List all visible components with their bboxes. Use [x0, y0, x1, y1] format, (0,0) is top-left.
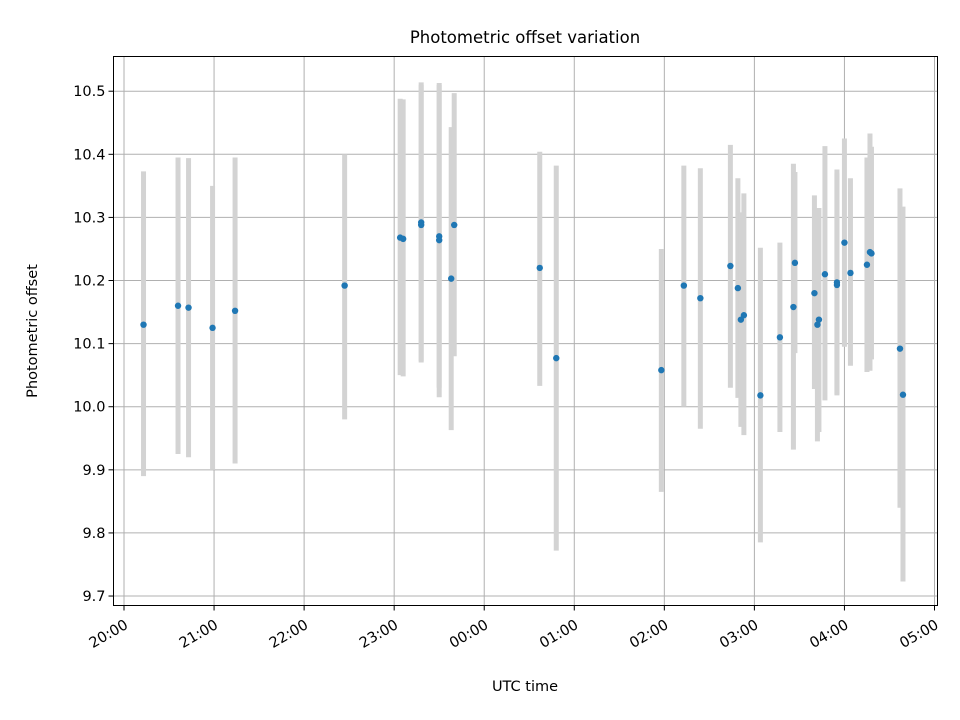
axes-frame	[113, 56, 938, 606]
data-point	[680, 282, 688, 289]
data-point	[821, 271, 829, 278]
data-point	[658, 366, 665, 374]
data-point	[757, 392, 764, 399]
data-point	[140, 321, 147, 328]
data-point	[814, 321, 821, 328]
data-point	[790, 303, 797, 311]
data-point	[833, 279, 841, 286]
data-point	[811, 289, 818, 297]
data-point	[868, 250, 875, 257]
x-tick-label: 23:00	[357, 617, 401, 652]
x-tick-label: 00:00	[447, 617, 491, 652]
data-point	[448, 275, 455, 282]
x-axis-ticks: 20:00 21:00 22:00 23:00 00:00 01:00 02:00 03:00…	[87, 605, 941, 652]
data-point	[417, 221, 425, 229]
data-point	[776, 334, 784, 341]
data-point	[841, 239, 848, 246]
x-tick-label: 04:00	[807, 617, 851, 652]
y-tick-label: 10.0	[73, 400, 105, 416]
y-tick-label: 10.3	[73, 210, 105, 226]
data-point	[174, 302, 182, 309]
data-point	[231, 307, 239, 315]
data-point	[791, 259, 799, 267]
y-tick-label: 10.5	[73, 84, 105, 100]
y-tick-label: 9.8	[82, 526, 105, 542]
data-point	[815, 316, 823, 323]
data-point	[847, 269, 854, 277]
data-point	[863, 261, 871, 268]
y-axis-label: Photometric offset	[25, 264, 41, 398]
x-tick-label: 21:00	[177, 617, 221, 652]
data-point	[734, 284, 742, 292]
data-point	[209, 324, 216, 332]
y-tick-label: 10.2	[73, 274, 105, 290]
data-point	[185, 304, 192, 311]
data-point	[896, 345, 904, 352]
data-point	[727, 262, 734, 270]
y-tick-label: 9.7	[82, 589, 105, 605]
data-point	[536, 264, 543, 272]
x-tick-label: 01:00	[537, 617, 581, 652]
data-points	[140, 219, 907, 399]
y-tick-label: 10.4	[73, 147, 105, 163]
x-tick-label: 20:00	[87, 617, 131, 652]
data-point	[341, 282, 348, 289]
x-tick-label: 02:00	[627, 617, 671, 652]
data-point	[451, 221, 458, 229]
y-tick-label: 9.9	[82, 463, 105, 479]
error-bars	[141, 82, 906, 582]
y-tick-label: 10.1	[73, 337, 105, 353]
data-point	[435, 236, 443, 244]
y-axis-ticks: 9.7 9.8 9.9 10.0 10.1 10.2 10.3 10.4 10.5	[73, 84, 114, 605]
x-tick-label: 05:00	[897, 617, 941, 652]
chart-title: Photometric offset variation	[410, 28, 640, 47]
x-tick-label: 22:00	[267, 617, 311, 652]
data-point	[740, 312, 748, 319]
x-axis-label: UTC time	[492, 679, 558, 695]
data-point	[899, 391, 907, 398]
data-point	[399, 235, 407, 243]
data-point	[553, 354, 560, 362]
data-point	[697, 294, 704, 302]
x-tick-label: 03:00	[717, 617, 761, 652]
grid-lines	[113, 56, 938, 606]
